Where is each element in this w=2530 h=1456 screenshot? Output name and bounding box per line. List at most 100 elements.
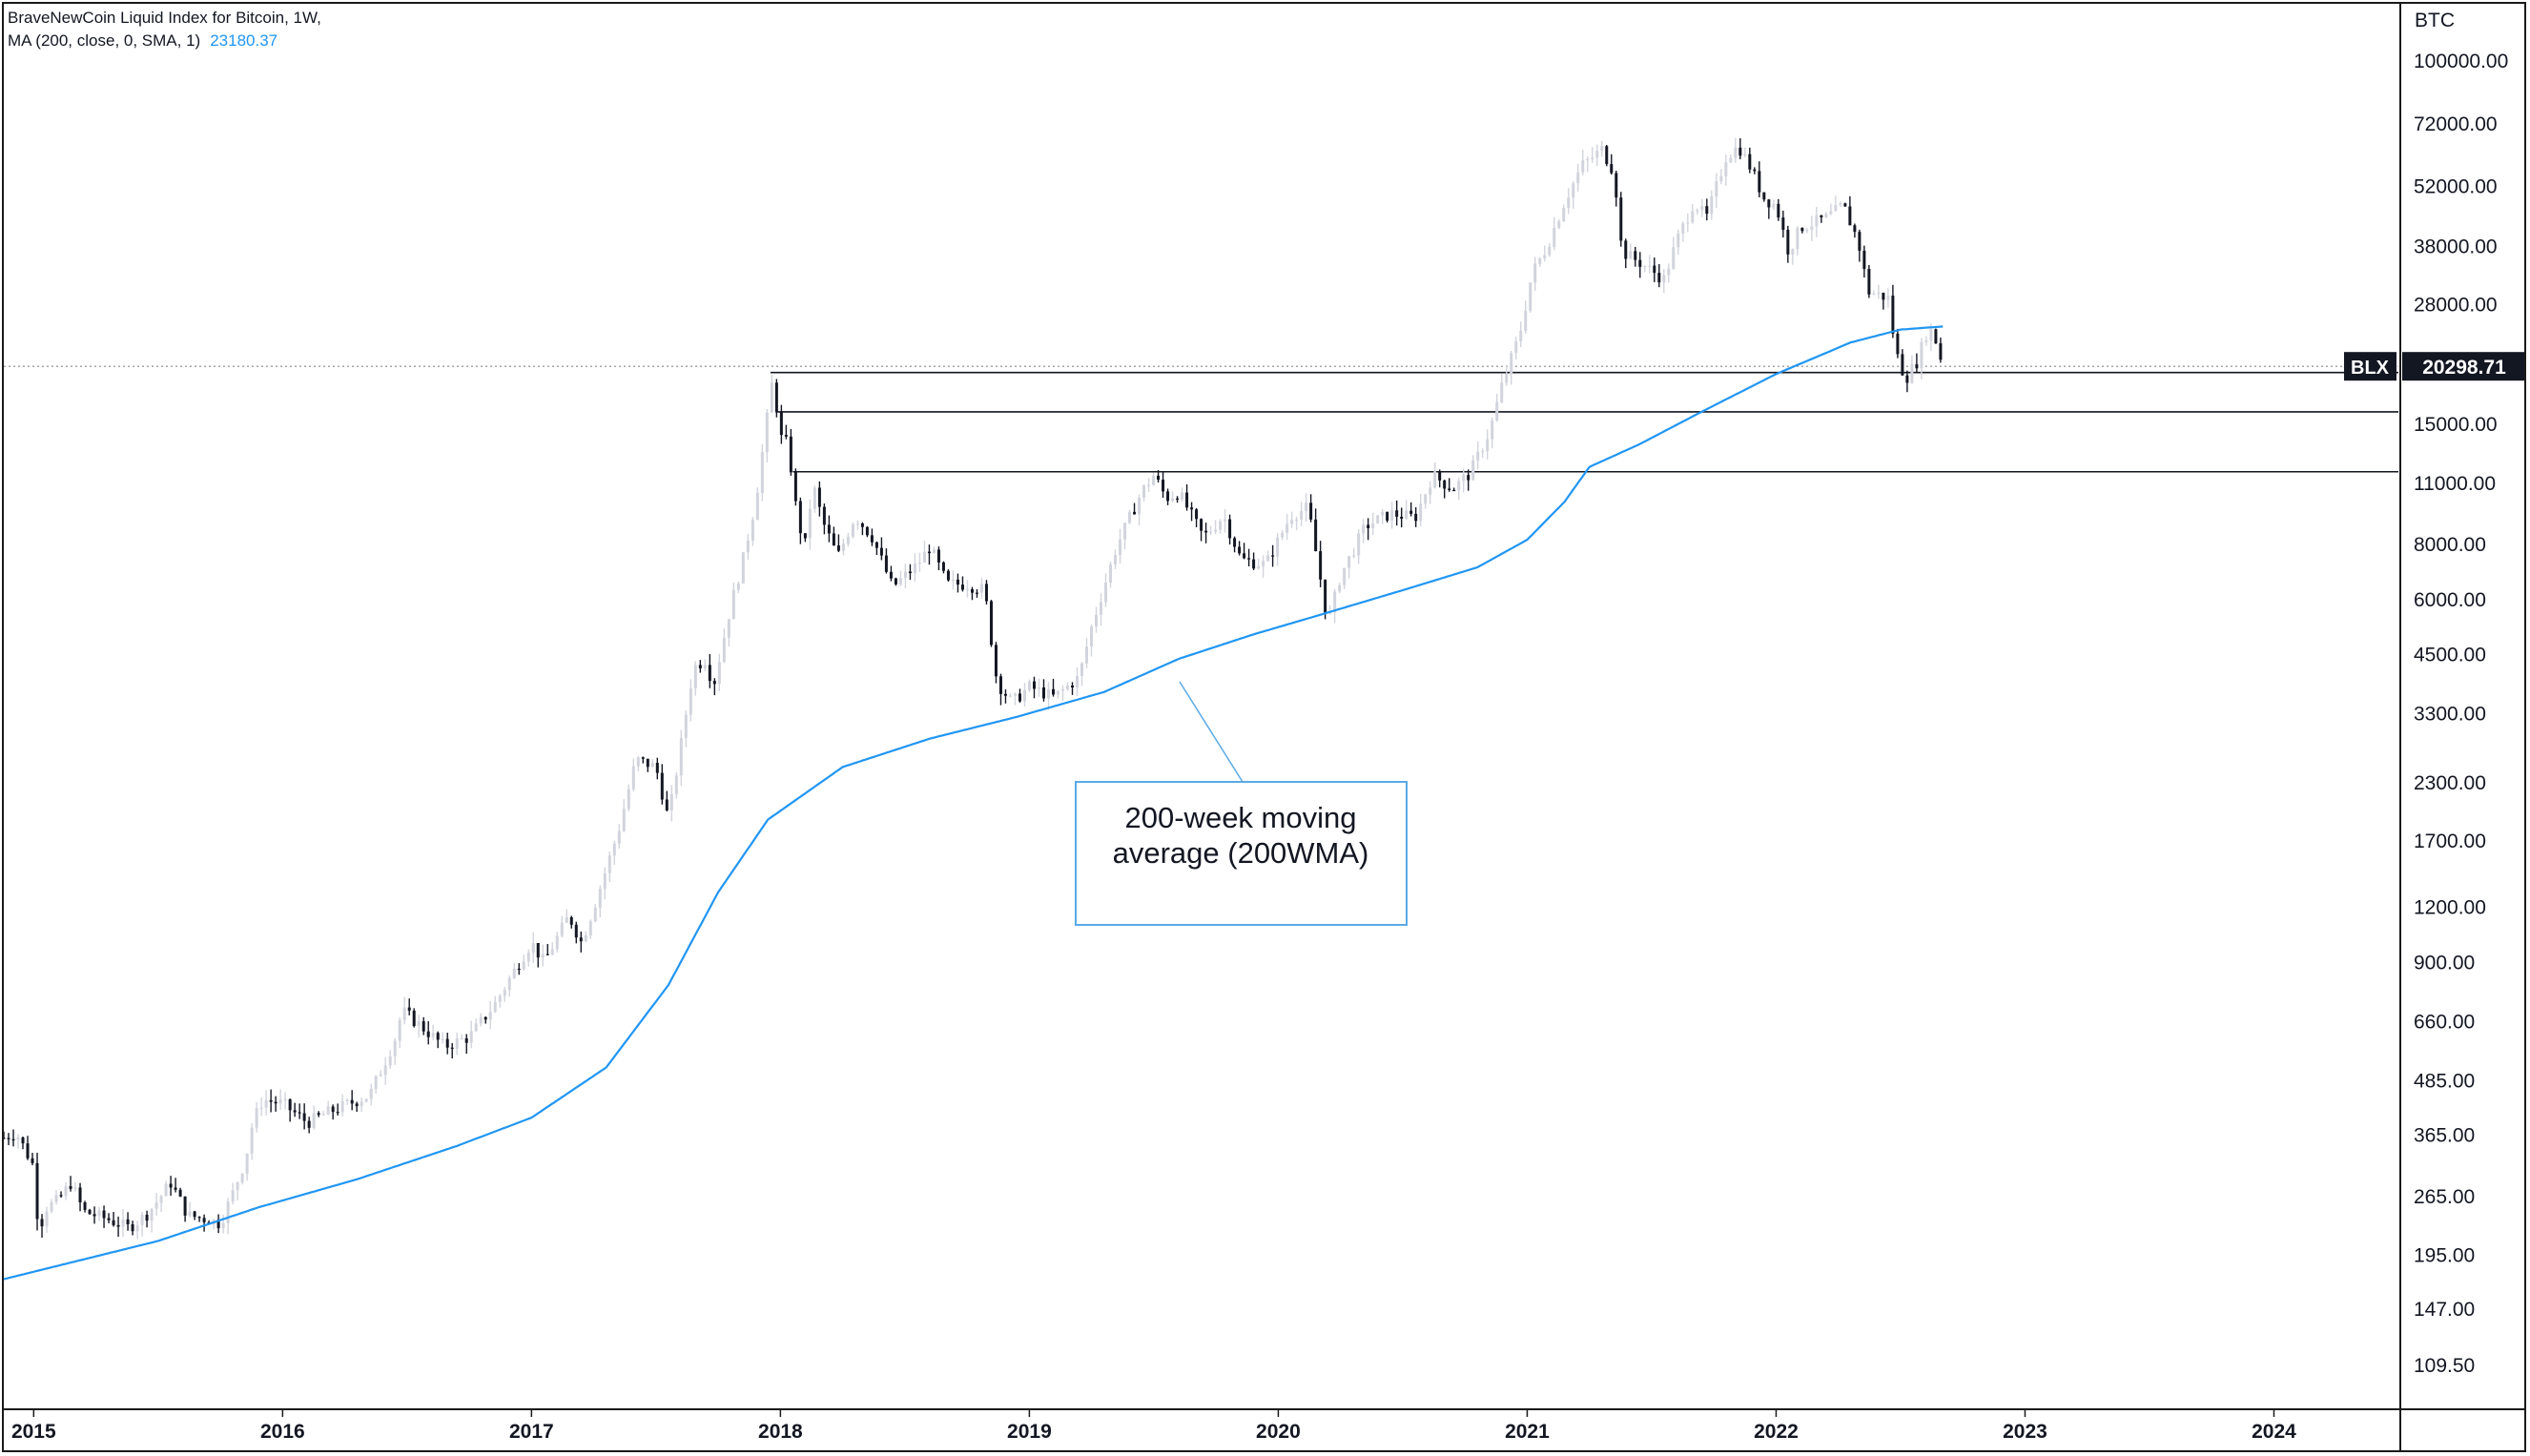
candle-body [1853,225,1857,233]
candle-body [1657,273,1661,283]
candle-body [636,757,640,767]
ma-value: 23180.37 [210,31,278,50]
candle-body [1114,555,1118,564]
candle-body [1553,228,1556,248]
candle-body [684,714,688,738]
price-tick-label: 72000.00 [2414,113,2498,135]
candle-body [1300,510,1304,520]
candle-body [1548,247,1552,256]
candle-body [1424,494,1428,504]
candle-body [302,1113,306,1121]
candle-body [1219,521,1223,530]
candle-body [1185,492,1189,508]
candle-body [474,1023,478,1032]
candle-body [464,1038,468,1043]
candle-body [1691,211,1695,223]
candle-body [1839,203,1842,206]
candle-body [1595,151,1599,158]
candle-body [1471,460,1475,481]
candle-body [1338,584,1342,592]
candle-body [154,1202,158,1209]
symbol-tag-bg [2344,352,2396,381]
candle-body [1910,364,1914,383]
candle-body [1824,214,1828,217]
price-tick-label: 28000.00 [2414,295,2498,317]
candle-body [69,1186,72,1189]
candle-body [1939,343,1943,360]
candle-body [689,687,692,715]
candle-body [832,533,835,546]
candle-body [1734,147,1738,158]
price-axis-ticks: 100000.00 72000.00 52000.00 38000.00 28000.0… [2414,51,2508,1377]
candle-body [1157,475,1161,481]
candle-body [1576,172,1580,184]
candle-body [1257,565,1261,569]
candle-body [345,1099,349,1101]
candle-body [140,1215,144,1225]
candle-body [1886,296,1890,300]
candle-body [379,1075,382,1077]
candle-body [1076,675,1080,687]
candle-body [245,1153,249,1174]
candle-body [913,563,916,574]
candle-body [460,1038,463,1040]
candle-body [793,472,797,502]
candle-body [927,551,931,554]
candle-body [560,922,564,936]
candle-body [364,1098,368,1102]
candle-body [717,662,721,685]
chart-title: BraveNewCoin Liquid Index for Bitcoin, 1… [8,9,321,28]
candle-body [1738,147,1742,156]
candle-body [908,571,912,574]
candle-body [1777,203,1780,218]
candle-body [398,1019,401,1041]
candle-body [1905,375,1909,383]
time-axis[interactable]: 2015 2016 2017 2018 2019 2020 2021 2022 2023 2024 [4,1408,2526,1443]
annotation-box [1075,781,1408,926]
candle-body [393,1040,397,1056]
candle-body [1581,160,1585,173]
candle-body [1495,401,1499,420]
indicator-legend[interactable]: MA (200, close, 0, SMA, 1) 23180.37 [8,31,278,51]
price-tick-label: 8000.00 [2414,534,2486,556]
candle-body [240,1173,244,1183]
candle-body [1390,510,1394,521]
candle-body [1858,232,1862,251]
candle-body [1119,539,1122,556]
candle-body [288,1098,292,1111]
candle-body [631,766,635,790]
candle-body [1877,293,1881,295]
candle-body [1538,257,1542,264]
candle-body [1343,567,1347,585]
candle-body [1022,689,1026,702]
candle-body [1557,221,1561,229]
candle-body [970,589,974,593]
price-tick-label: 1700.00 [2414,831,2486,852]
candle-body [774,382,778,412]
time-tick-label: 2020 [1256,1421,1301,1443]
candle-body [388,1056,392,1066]
candle-body [1061,688,1065,691]
candle-body [727,619,730,638]
candle-body [593,908,597,922]
candle-body [741,552,745,584]
candle-body [1371,523,1375,528]
candle-body [1233,538,1237,547]
candle-body [1376,515,1380,523]
candle-body [808,508,812,539]
candle-body [1481,451,1485,453]
candle-body [541,954,545,958]
candle-body [1247,558,1251,560]
candle-body [21,1137,25,1144]
price-axis[interactable]: BTC 100000.00 72000.00 52000.00 38000.00 280… [2399,4,2508,1452]
candle-body [1724,162,1728,176]
candle-body [1920,341,1923,369]
candle-body [1319,551,1323,580]
symbol-title: BraveNewCoin Liquid Index for Bitcoin, 1… [8,9,321,27]
candle-body [1457,481,1461,491]
candle-body [1190,507,1194,510]
candle-body [1152,475,1156,485]
candle-body [455,1038,459,1049]
candle-body [1758,171,1761,193]
annotation-leader-line [1179,681,1244,783]
